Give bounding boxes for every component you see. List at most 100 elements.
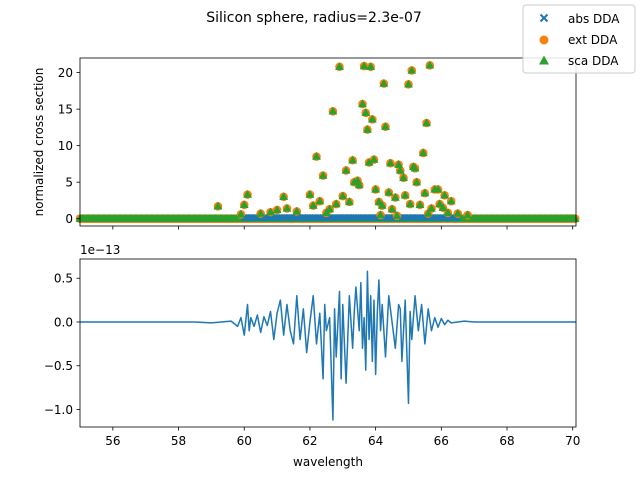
sca-dda-point [272, 205, 282, 214]
sca-dda-point [305, 189, 315, 198]
top-y-ticks: 0 5 10 15 20 [58, 66, 80, 226]
sca-dda-point [384, 187, 394, 196]
sca-dda-point [213, 201, 223, 210]
difference-line [80, 270, 576, 421]
sca-dda-point [328, 106, 338, 115]
sca-dda-point [335, 62, 344, 70]
bottom-x-axis-label: wavelength [293, 455, 363, 469]
top-axes: 0 5 10 15 20 normalized cross section [32, 57, 580, 230]
sca-dda-point [318, 171, 328, 179]
sca-dda-point [423, 208, 433, 217]
sca-dda-point [377, 200, 387, 209]
legend-label-ext: ext DDA [568, 33, 618, 47]
sca-dda-point [348, 155, 358, 164]
bottom-x-tick-label: 56 [105, 434, 120, 448]
sca-dda-point [386, 158, 395, 167]
sca-dda-point [387, 204, 397, 213]
sca-dda-point [341, 165, 351, 174]
sca-dda-point [239, 200, 249, 209]
sca-dda-point [570, 214, 580, 222]
sca-dda-point [308, 200, 318, 209]
bottom-x-tick-label: 70 [565, 434, 580, 448]
bottom-x-ticks: 56 58 60 62 64 66 68 70 [105, 427, 580, 448]
sca-dda-point [379, 78, 389, 87]
sca-dda-point [405, 199, 415, 208]
bottom-x-tick-label: 58 [171, 434, 186, 448]
sca-dda-point [364, 157, 374, 166]
legend-frame [522, 4, 636, 74]
bottom-y-tick-label: −1.0 [44, 403, 73, 417]
top-y-tick-label: 0 [65, 212, 73, 226]
sca-dda-point [376, 210, 385, 219]
sca-dda-point [392, 211, 402, 219]
bottom-y-tick-label: 0.5 [54, 272, 73, 286]
sca-dda-point [381, 122, 390, 130]
bottom-offset-label: 1e−13 [80, 243, 120, 257]
bottom-x-tick-label: 64 [368, 434, 383, 448]
top-y-tick-label: 15 [58, 102, 73, 116]
sca-dda-point [395, 165, 405, 174]
sca-dda-point [236, 209, 246, 218]
sca-dda-point [420, 188, 430, 197]
sca-dda-point [453, 208, 463, 217]
sca-dda-point [363, 124, 372, 133]
sca-dda-point [410, 163, 420, 172]
sca-dda-point [338, 191, 348, 200]
sca-dda-point [400, 190, 410, 199]
bottom-x-tick-label: 68 [499, 434, 514, 448]
sca-dda-point [315, 196, 325, 205]
sca-dda-point [407, 65, 417, 74]
sca-dda-point [433, 184, 443, 193]
top-plot-area [75, 60, 580, 223]
sca-dda-point [344, 197, 354, 206]
sca-dda-point [415, 200, 425, 209]
sca-dda-point [366, 62, 376, 70]
legend-label-abs: abs DDA [568, 12, 620, 26]
sca-dda-point [446, 196, 456, 205]
sca-dda-point [359, 61, 369, 70]
sca-dda-point [292, 206, 302, 215]
sca-dda-point [256, 208, 266, 217]
bottom-x-tick-label: 62 [302, 434, 317, 448]
top-y-tick-label: 10 [58, 139, 73, 153]
bottom-y-tick-label: 0.0 [54, 315, 73, 329]
sca-dda-point [404, 79, 413, 88]
sca-dda-point [412, 177, 422, 186]
sca-dda-point [425, 60, 435, 69]
sca-dda-point [331, 199, 341, 208]
sca-dda-point [243, 189, 252, 198]
sca-dda-point [390, 192, 400, 201]
sca-dda-point [325, 204, 335, 213]
sca-dda-point [369, 154, 379, 163]
sca-dda-point [279, 192, 289, 200]
bottom-plot-area [80, 270, 576, 421]
sca-dda-point [367, 114, 377, 123]
sca-dda-point [371, 184, 381, 193]
legend-marker-abs [539, 13, 549, 23]
legend: abs DDA ext DDA sca DDA [522, 4, 636, 74]
sca-dda-point [282, 203, 292, 212]
sca-dda-point [418, 148, 428, 157]
figure-title: Silicon sphere, radius=2.3e-07 [206, 10, 422, 26]
bottom-axes: −1.0 −0.5 0.0 0.5 56 58 60 62 64 66 68 70 1e−13 wa… [44, 243, 580, 469]
sca-dda-point [358, 99, 367, 108]
sca-dda-point [361, 108, 371, 116]
bottom-axes-frame [79, 258, 577, 428]
top-axes-frame [79, 57, 577, 227]
sca-dda-point [443, 208, 453, 217]
legend-label-sca: sca DDA [568, 54, 619, 68]
bottom-y-tick-label: −0.5 [44, 359, 73, 373]
sca-dda-point [399, 173, 408, 181]
sca-dda-point [440, 190, 450, 199]
sca-dda-point [312, 152, 321, 160]
sca-dda-point [463, 210, 473, 219]
sca-dda-point [438, 203, 448, 211]
sca-dda-point [394, 160, 404, 168]
legend-marker-ext [539, 35, 549, 45]
bottom-y-ticks: −1.0 −0.5 0.0 0.5 [44, 272, 80, 417]
top-x-ticks [112, 226, 574, 230]
top-y-axis-label: normalized cross section [32, 68, 46, 217]
legend-marker-sca [539, 55, 549, 65]
